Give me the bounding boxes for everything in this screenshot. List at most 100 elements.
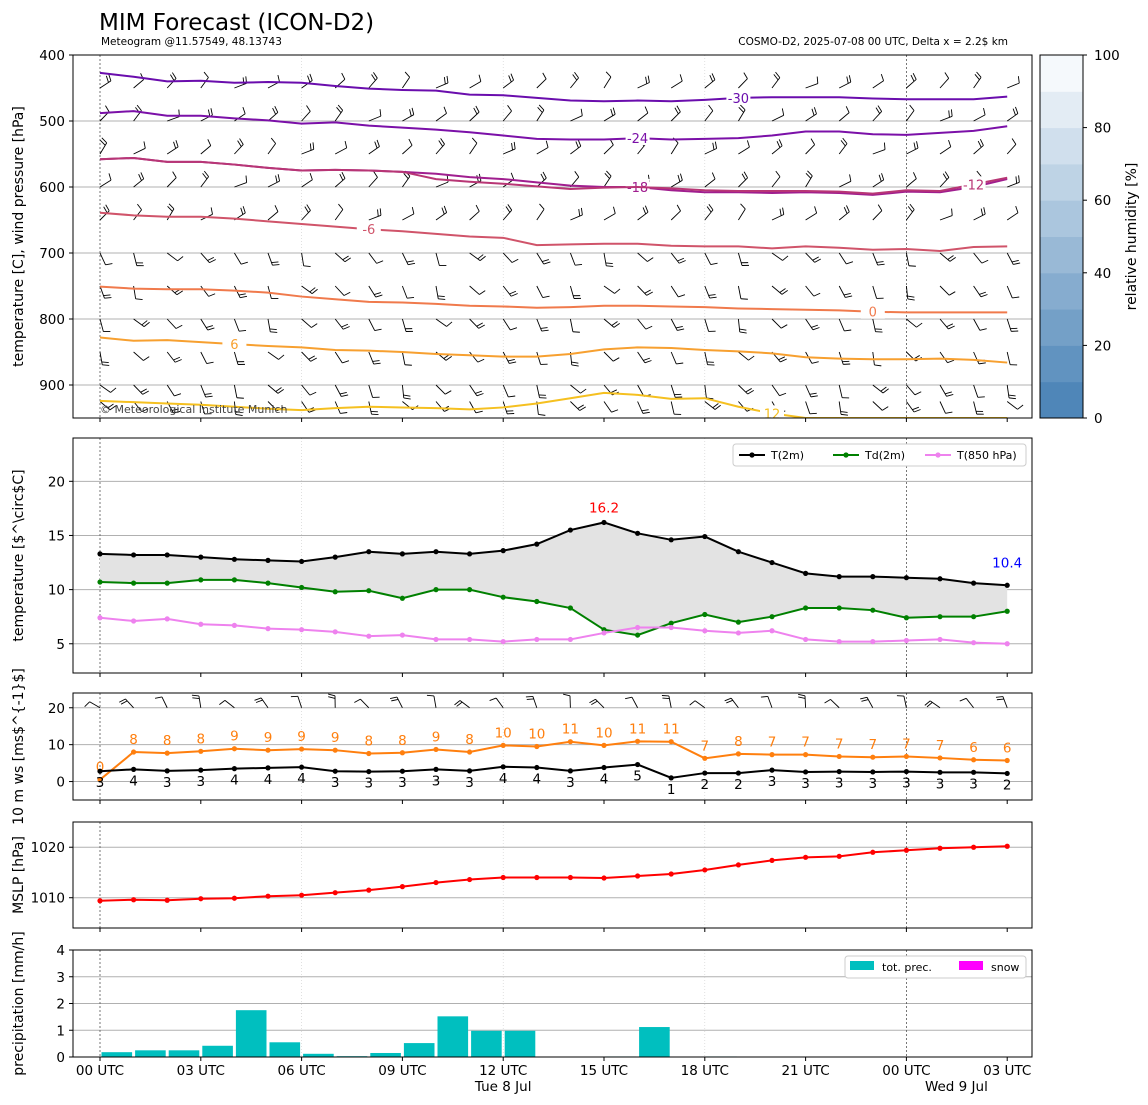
wind-barb-flag xyxy=(611,409,619,413)
wind-barb-flag xyxy=(575,263,583,266)
wind-barb-staff xyxy=(435,82,449,89)
wind-barb-flag xyxy=(135,298,143,301)
wind-barb-flag xyxy=(979,328,987,331)
data-label: 4 xyxy=(600,772,609,788)
wind-barb-flag xyxy=(138,174,142,181)
wind-barb-staff xyxy=(469,351,479,363)
data-point xyxy=(97,777,103,783)
wind-barb-flag xyxy=(478,74,482,82)
wind-barb-flag xyxy=(775,170,781,178)
plot-frame xyxy=(72,821,1033,929)
isotherm-line xyxy=(99,211,1008,253)
colorbar-label: relative humidity [%] xyxy=(1124,163,1140,311)
x-tick-label: 06 UTC xyxy=(277,1063,325,1079)
wind-barb-flag xyxy=(976,170,982,177)
wind-barb-staff xyxy=(973,384,979,398)
wind-barb-staff xyxy=(166,177,177,188)
wind-barb-staff xyxy=(603,252,607,266)
wind-barb-staff xyxy=(570,214,583,221)
wind-barb-staff xyxy=(233,351,239,365)
wind-barb-staff xyxy=(436,55,437,56)
wind-barb-flag xyxy=(306,105,311,112)
data-label: 7 xyxy=(801,735,810,751)
wind-barb-staff xyxy=(704,178,716,188)
data-label: 8 xyxy=(734,734,743,750)
wind-barb-staff xyxy=(234,144,244,155)
wind-barb-flag xyxy=(948,110,950,118)
wind-barb-staff xyxy=(368,77,378,89)
wind-barb-staff xyxy=(536,78,547,89)
data-label: 10 xyxy=(495,725,512,741)
wind-barb-flag xyxy=(167,205,173,212)
wind-barb-flag xyxy=(475,204,480,212)
data-label: 8 xyxy=(365,734,374,750)
isotherm-label: -30 xyxy=(728,92,749,107)
wind-barb-flag xyxy=(1010,42,1014,48)
wind-barb-flag xyxy=(843,292,851,296)
wind-barb-staff xyxy=(469,210,480,221)
wind-barb-flag xyxy=(440,39,444,45)
data-point xyxy=(601,875,607,881)
wind-barb-flag xyxy=(538,413,546,416)
wind-barb-staff xyxy=(737,318,741,332)
wind-barb-staff xyxy=(905,252,910,266)
wind-barb-staff xyxy=(200,77,209,89)
wind-barb-staff xyxy=(905,285,909,299)
wind-barb-flag xyxy=(409,109,412,117)
wind-barb-flag xyxy=(446,321,453,327)
wind-barb-flag xyxy=(313,43,314,50)
data-point xyxy=(903,637,910,644)
wind-barb-flag xyxy=(277,74,280,82)
precip-bar xyxy=(639,1027,670,1057)
wind-barb-flag xyxy=(845,106,850,113)
wind-barb-staff xyxy=(402,176,411,188)
wind-barb-flag xyxy=(376,139,380,147)
isotherm-label: -24 xyxy=(627,132,648,147)
data-label: 9 xyxy=(297,729,306,745)
wind-barb-staff xyxy=(1006,351,1011,365)
wind-barb-flag xyxy=(328,696,336,699)
wind-barb-staff xyxy=(334,209,344,221)
wind-barb-flag xyxy=(613,322,620,328)
data-point xyxy=(131,580,137,586)
wind-barb-flag xyxy=(840,140,846,147)
wind-barb-flag xyxy=(219,700,226,705)
wind-barb-flag xyxy=(379,109,382,117)
wind-barb-flag xyxy=(747,390,754,395)
data-point xyxy=(769,614,775,620)
series-line xyxy=(99,740,1008,781)
wind-barb-staff xyxy=(301,148,314,155)
y-axis-label: 10 m ws [ms$^{-1}$] xyxy=(11,668,27,825)
wind-barb-staff xyxy=(469,55,471,56)
wind-barb-staff xyxy=(872,55,875,56)
wind-barb-staff xyxy=(771,145,783,155)
wind-barb-flag xyxy=(403,394,411,397)
data-label: 3 xyxy=(197,774,206,790)
wind-barb-flag xyxy=(539,203,545,210)
wind-barb-flag xyxy=(710,262,718,266)
wind-barb-staff xyxy=(267,351,279,360)
isotherm: -24 xyxy=(99,110,1008,147)
wind-barb-flag xyxy=(1017,404,1024,410)
data-point xyxy=(332,629,338,635)
x-tick-label: 03 UTC xyxy=(177,1063,225,1079)
data-point xyxy=(635,761,641,768)
data-label: 3 xyxy=(465,775,474,791)
data-point xyxy=(836,853,842,859)
wind-barb-flag xyxy=(507,358,515,362)
wind-barb-flag xyxy=(173,410,181,414)
wind-barb-flag xyxy=(577,404,584,409)
wind-barb-flag xyxy=(177,256,184,262)
wind-barb-flag xyxy=(714,141,718,149)
wind-barb-staff xyxy=(704,209,714,221)
data-label: 0 xyxy=(96,760,105,776)
data-point xyxy=(534,541,540,547)
wind-barb-flag xyxy=(175,359,182,363)
colorbar-tick-label: 20 xyxy=(1094,338,1111,354)
data-point xyxy=(198,748,204,754)
data-point xyxy=(870,607,876,613)
wind-barb-flag xyxy=(204,393,212,395)
wind-barb-flag xyxy=(456,701,463,707)
wind-barb-flag xyxy=(610,40,614,46)
x-tick-label: 21 UTC xyxy=(781,1063,829,1079)
